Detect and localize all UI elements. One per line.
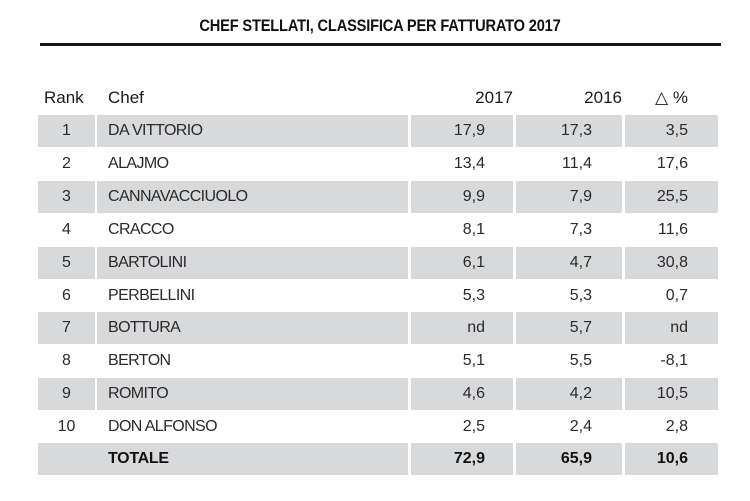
cell-chef: CRACCO	[108, 221, 174, 238]
table-title: CHEF STELLATI, CLASSIFICA PER FATTURATO …	[199, 16, 561, 35]
cell-total-2017: 72,9	[411, 443, 513, 475]
cell-2017: 6,1	[411, 247, 513, 279]
cell-delta: 25,5	[625, 181, 718, 213]
cell-2016: 2,4	[569, 418, 592, 435]
header-2016: 2016	[584, 88, 622, 107]
header-rank: Rank	[44, 88, 84, 107]
cell-total-delta: 10,6	[625, 443, 718, 475]
cell-delta: 10,5	[625, 378, 718, 410]
header-delta-percent: △ %	[655, 88, 688, 107]
cell-chef: BERTON	[108, 352, 171, 369]
cell-chef: CANNAVACCIUOLO	[97, 181, 408, 213]
table-row: 3 CANNAVACCIUOLO 9,9 7,9 25,5	[0, 181, 750, 213]
cell-rank: 7	[38, 312, 95, 344]
cell-2017: 13,4	[453, 155, 485, 172]
table-row: 9 ROMITO 4,6 4,2 10,5	[0, 378, 750, 410]
cell-delta: 2,8	[665, 418, 688, 435]
cell-chef: DON ALFONSO	[108, 418, 218, 435]
title-underline	[40, 43, 721, 46]
cell-2016: 5,7	[516, 312, 622, 344]
header-2017: 2017	[475, 88, 513, 107]
cell-chef: ALAJMO	[108, 155, 169, 172]
cell-2017: 4,6	[411, 378, 513, 410]
table-row: 6 PERBELLINI 5,3 5,3 0,7	[0, 280, 750, 312]
cell-2016: 7,9	[516, 181, 622, 213]
cell-2016: 4,2	[516, 378, 622, 410]
cell-delta: 0,7	[665, 287, 688, 304]
table-row: 7 BOTTURA nd 5,7 nd	[0, 312, 750, 344]
cell-rank: 1	[38, 115, 95, 147]
cell-2017: 17,9	[411, 115, 513, 147]
cell-2016: 17,3	[516, 115, 622, 147]
cell-2017: 5,1	[462, 352, 485, 369]
table-row: 5 BARTOLINI 6,1 4,7 30,8	[0, 247, 750, 279]
header-chef: Chef	[108, 88, 144, 107]
cell-chef: ROMITO	[97, 378, 408, 410]
cell-rank: 9	[38, 378, 95, 410]
cell-chef: BOTTURA	[97, 312, 408, 344]
table-header: Rank Chef 2017 2016 △ %	[0, 88, 750, 112]
table-row: 2 ALAJMO 13,4 11,4 17,6	[0, 148, 750, 180]
cell-chef: PERBELLINI	[108, 287, 195, 304]
cell-rank: 3	[38, 181, 95, 213]
cell-2017: 5,3	[462, 287, 485, 304]
cell-rank: 2	[62, 155, 71, 172]
cell-rank: 4	[62, 221, 71, 238]
cell-chef: BARTOLINI	[97, 247, 408, 279]
cell-2017: 9,9	[411, 181, 513, 213]
table-row: 10 DON ALFONSO 2,5 2,4 2,8	[0, 411, 750, 443]
cell-2016: 5,3	[569, 287, 592, 304]
cell-2017: 8,1	[462, 221, 485, 238]
cell-delta: 3,5	[625, 115, 718, 147]
cell-total-2016: 65,9	[516, 443, 622, 475]
cell-rank: 8	[62, 352, 71, 369]
cell-rank: 6	[62, 287, 71, 304]
cell-chef: DA VITTORIO	[97, 115, 408, 147]
cell-2016: 4,7	[516, 247, 622, 279]
cell-total-label: TOTALE	[97, 443, 408, 475]
cell-delta: 17,6	[656, 155, 688, 172]
table-row: 4 CRACCO 8,1 7,3 11,6	[0, 214, 750, 246]
cell-rank: 5	[38, 247, 95, 279]
cell-delta: 30,8	[625, 247, 718, 279]
cell-2017: nd	[411, 312, 513, 344]
cell-delta: nd	[625, 312, 718, 344]
cell-delta: -8,1	[660, 352, 688, 369]
cell-2016: 11,4	[562, 155, 592, 172]
cell-2016: 7,3	[569, 221, 592, 238]
cell-2017: 2,5	[462, 418, 485, 435]
cell-rank: 10	[57, 418, 76, 435]
cell-rank	[38, 443, 97, 475]
cell-delta: 11,6	[658, 221, 688, 238]
total-row: TOTALE 72,9 65,9 10,6	[0, 443, 750, 475]
table-row: 1 DA VITTORIO 17,9 17,3 3,5	[0, 115, 750, 147]
cell-2016: 5,5	[569, 352, 592, 369]
table-row: 8 BERTON 5,1 5,5 -8,1	[0, 345, 750, 377]
